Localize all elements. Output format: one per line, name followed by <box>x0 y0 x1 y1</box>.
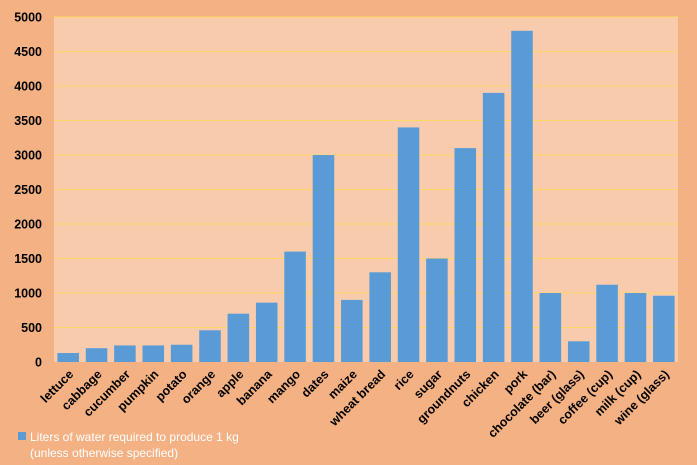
y-tick-label: 4000 <box>14 80 42 94</box>
bar <box>653 295 675 362</box>
bar <box>312 155 335 362</box>
legend: Liters of water required to produce 1 kg… <box>18 430 239 460</box>
bar <box>397 127 420 363</box>
y-tick-label: 1000 <box>14 287 42 301</box>
bar <box>341 299 363 362</box>
y-tick-label: 2500 <box>14 183 42 197</box>
bar <box>426 258 448 362</box>
y-tick-label: 1500 <box>14 252 42 266</box>
gridlines <box>54 16 678 328</box>
bar <box>170 344 193 362</box>
bar <box>482 92 505 363</box>
x-tick-label: dates <box>299 367 332 400</box>
y-tick-label: 3000 <box>14 149 42 163</box>
bar <box>539 293 562 362</box>
y-tick-label: 5000 <box>14 11 42 25</box>
y-tick-label: 4500 <box>14 45 42 59</box>
y-tick-label: 3500 <box>14 114 42 128</box>
y-tick-label: 2000 <box>14 218 42 232</box>
legend-label-line-2: (unless otherwise specified) <box>30 446 178 460</box>
legend-label-line-1: Liters of water required to produce 1 kg <box>30 430 239 444</box>
bar <box>369 272 391 362</box>
bar <box>255 302 278 362</box>
bar <box>142 345 165 362</box>
y-tick-label: 500 <box>21 321 42 335</box>
bar <box>596 284 618 362</box>
bar <box>114 345 136 362</box>
y-axis-ticks: 0 500 1000 1500 2000 2500 3000 3500 4000 4500 5000 <box>14 11 42 370</box>
bar <box>227 313 250 362</box>
bar <box>624 293 647 362</box>
bar <box>511 30 533 363</box>
bar <box>567 341 590 362</box>
y-tick-label: 0 <box>35 356 42 370</box>
bar <box>454 148 477 362</box>
legend-swatch <box>18 432 26 440</box>
bar <box>57 353 79 362</box>
bar <box>284 251 306 362</box>
bars <box>57 30 675 363</box>
bar <box>199 330 221 362</box>
bar <box>85 348 108 362</box>
